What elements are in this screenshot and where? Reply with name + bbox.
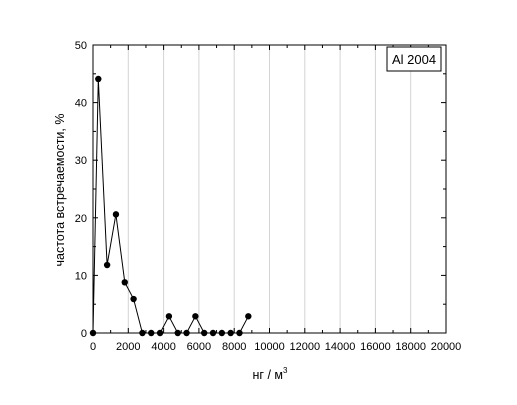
x-tick-label: 20000 [431,341,462,353]
data-point [192,313,199,320]
y-tick-label: 30 [75,155,87,167]
x-axis-label: нг / м3 [253,366,288,382]
data-point [130,295,137,303]
axes: 0 2000 4000 6000 8000 10000 12000 14000 16000 180… [75,40,462,353]
legend-label: Al 2004 [392,52,436,67]
data-point [174,329,181,337]
x-tick-label: 10000 [254,341,285,353]
y-tick-label: 40 [75,98,87,110]
data-point [148,329,155,337]
x-axis-label-text: нг / м [253,368,283,382]
data-point [121,279,128,286]
y-tick-label: 10 [75,270,87,282]
grid [127,45,412,333]
data-point [89,329,97,337]
x-tick-label: 16000 [360,341,391,353]
x-tick-label: 8000 [222,341,246,353]
x-tick-label: 14000 [325,341,356,353]
y-tick-label: 50 [75,40,87,52]
data-point [156,329,164,337]
data-point [218,329,226,337]
x-tick-label: 4000 [151,341,175,353]
data-point [209,329,217,337]
data-point [112,211,120,218]
y-tick-label: 0 [81,328,87,340]
data-point [183,329,190,337]
data-point [103,261,111,269]
series [89,75,252,337]
x-axis-label-superscript: 3 [283,366,288,375]
data-point [95,75,102,83]
x-tick-label: 6000 [187,341,211,353]
data-point [227,329,234,337]
x-tick-label: 18000 [395,341,426,353]
data-point [200,329,208,337]
x-tick-label: 0 [90,341,96,353]
y-axis-label: частота встречаемости, % [53,114,67,267]
legend-box [386,46,442,72]
data-point [139,329,146,337]
y-tick-label: 20 [75,213,87,225]
data-point [245,313,252,320]
data-point [236,329,243,337]
legend: Al 2004 [386,46,442,72]
data-point [165,313,173,320]
x-tick-label: 2000 [116,341,140,353]
x-tick-label: 12000 [290,341,321,353]
